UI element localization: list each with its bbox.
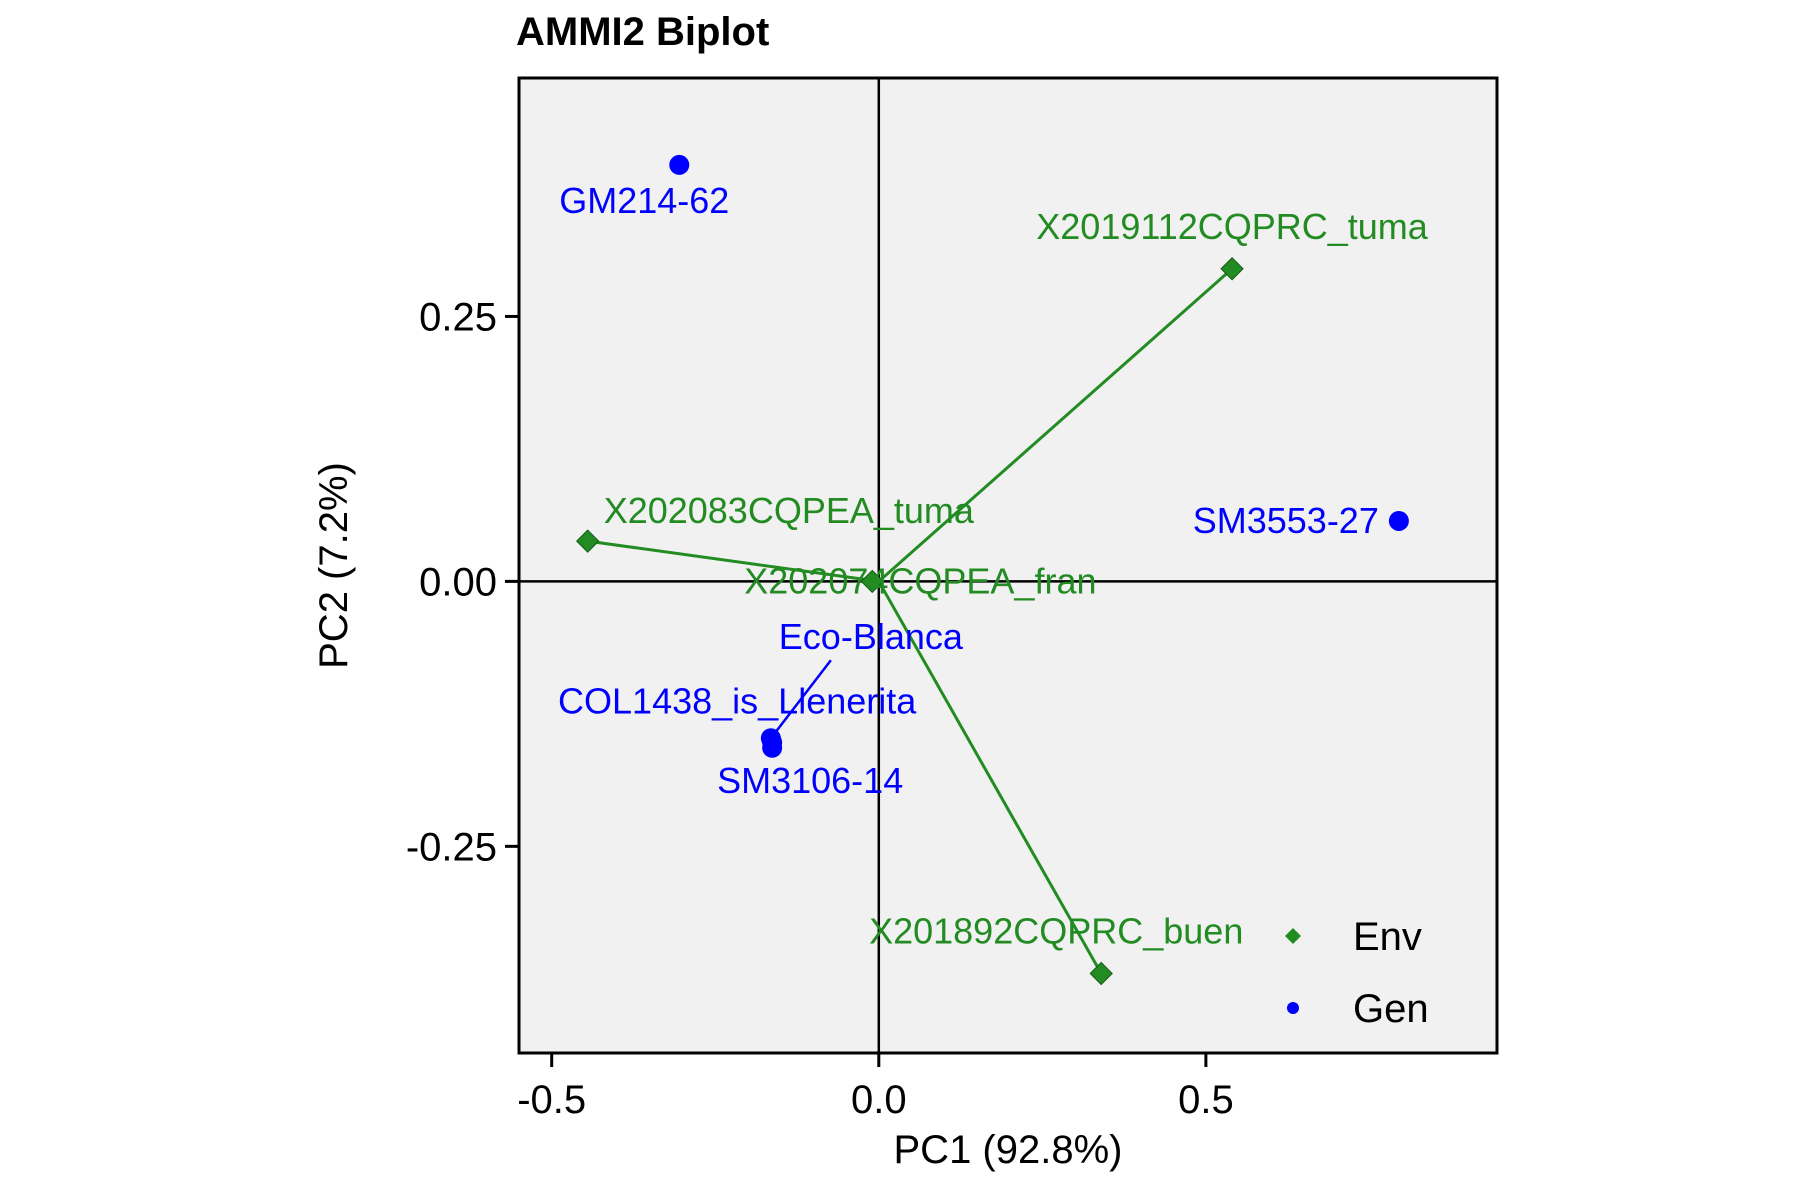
env-vectors [587,267,1234,975]
env-vector [587,539,880,583]
gen-point-label: SM3553-27 [1193,500,1379,541]
gen-point-label: GM214-62 [559,180,729,221]
gen-marker-circle [762,737,783,758]
gen-point-label: Eco-Blanca [779,616,964,657]
env-marker-diamond [860,569,884,594]
label-connectors [769,659,832,740]
plot-panel [519,78,1497,1053]
reference-lines [519,78,1497,1053]
legend-env-label: Env [1353,915,1422,959]
env-vector [877,580,1103,975]
x-tick-label: -0.5 [517,1078,586,1122]
x-axis-title: PC1 (92.8%) [894,1128,1123,1172]
env-point-label: X201892CQPRC_buen [869,911,1243,952]
point-labels: X2019112CQPRC_tuma X202083CQPEA_tuma X2020… [558,180,1429,952]
x-tick-label: 0.0 [851,1078,907,1122]
y-tick-label: 0.00 [419,560,497,604]
x-tick-label: 0.5 [1178,1078,1234,1122]
y-tick-label: -0.25 [406,825,497,869]
gen-marker-circle [669,154,690,175]
eco-blanca-connector [769,659,832,740]
point-markers [575,154,1409,986]
env-vector [877,267,1234,583]
y-tick-label: 0.25 [419,295,497,339]
env-marker-diamond [1220,257,1244,281]
chart-title: AMMI2 Biplot [516,10,770,54]
legend-env-key [1285,928,1301,944]
env-point-label: X202074CQPEA_fran [744,560,1096,601]
gen-point-label: SM3106-14 [717,760,903,801]
legend-gen-label: Gen [1353,987,1429,1031]
legend: Env Gen [1285,915,1429,1031]
legend-gen-key [1287,1002,1299,1014]
y-axis-title: PC2 (7.2%) [312,462,356,669]
gen-point-label: COL1438_is_Llenerita [558,680,917,721]
env-point-label: X202083CQPEA_tuma [604,490,975,531]
gen-marker-circle [1388,510,1409,531]
env-marker-diamond [575,529,600,553]
axes: -0.5 0.0 0.5 -0.25 0.00 0.25 PC1 (92.8%) PC2 (7… [312,295,1234,1172]
env-point-label: X2019112CQPRC_tuma [1036,206,1429,247]
env-marker-diamond [1089,961,1113,986]
plot-border [517,76,1499,1055]
